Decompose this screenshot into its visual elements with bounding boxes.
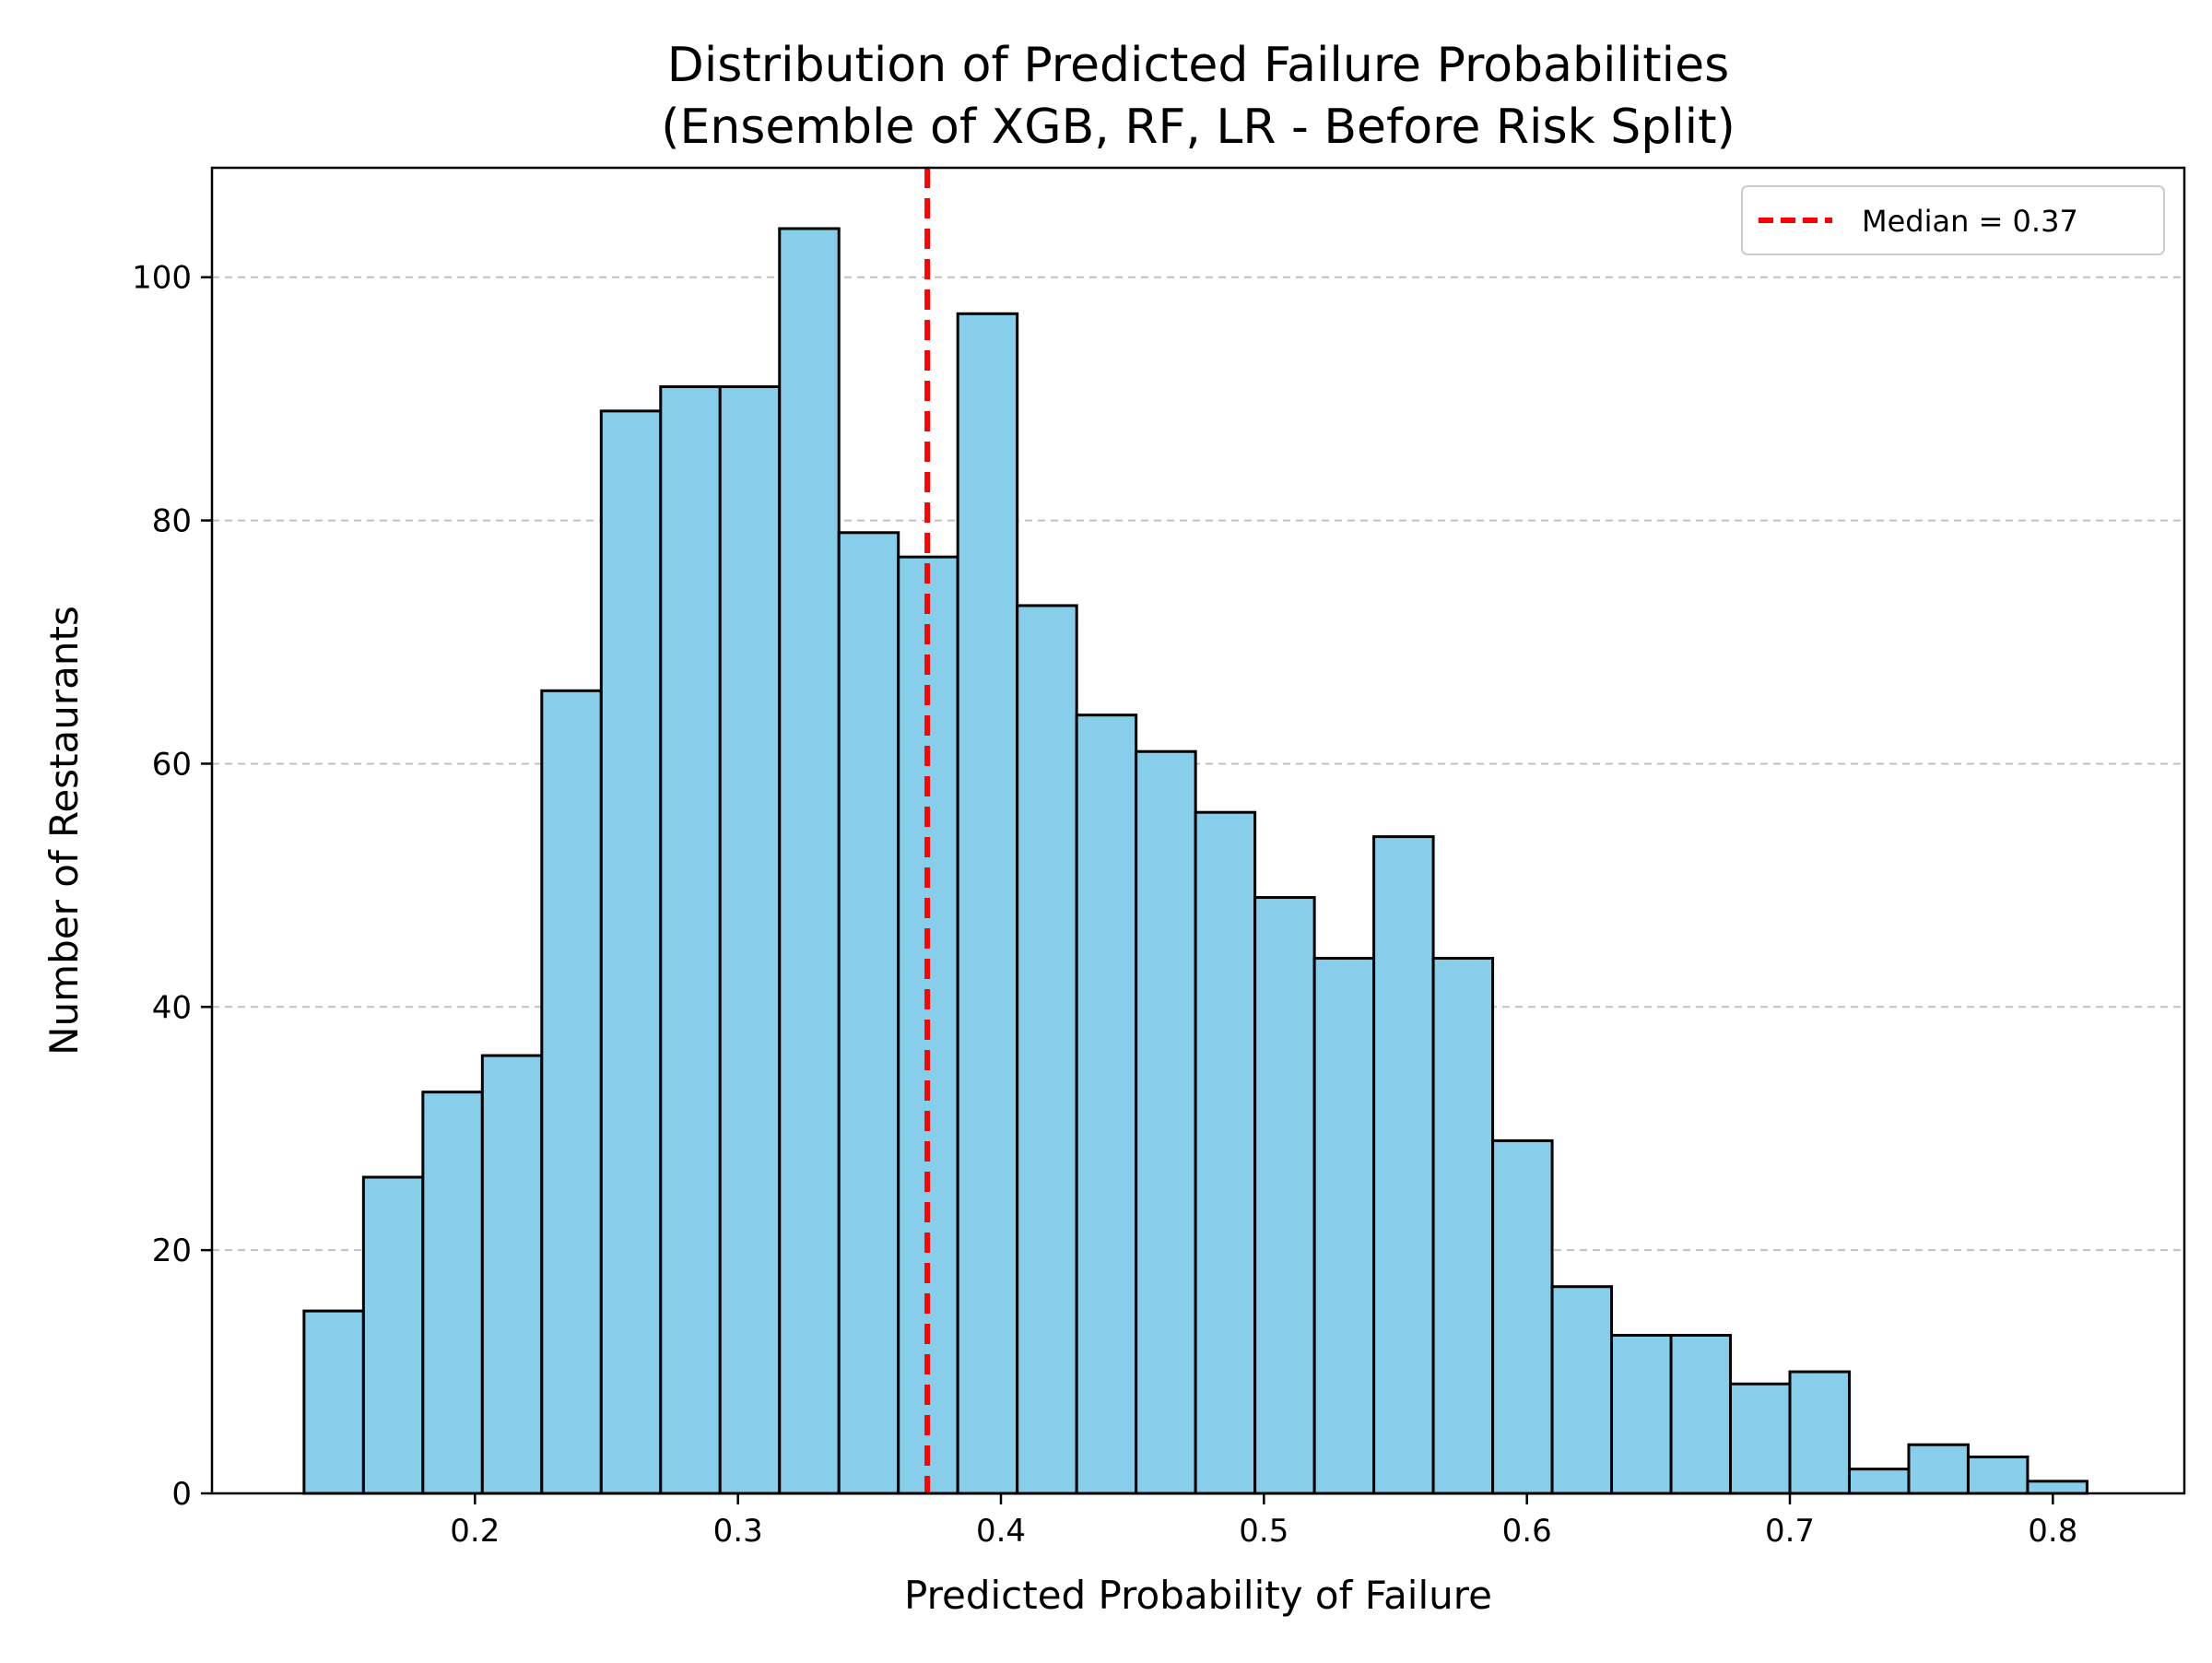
histogram-bar (1194, 810, 1257, 1495)
histogram-bar (599, 409, 663, 1495)
histogram-bar (1550, 1285, 1614, 1495)
y-tick-label: 40 (152, 989, 192, 1026)
y-tick-label: 80 (152, 503, 192, 540)
histogram-bar (956, 312, 1019, 1495)
histogram-bars (302, 227, 2088, 1495)
histogram-bar (1966, 1455, 2030, 1495)
histogram-bar (1729, 1382, 1792, 1495)
chart-title-line1: Distribution of Predicted Failure Probab… (667, 38, 1729, 93)
plot-frame (210, 166, 2186, 1495)
chart-title-line2: (Ensemble of XGB, RF, LR - Before Risk S… (661, 100, 1735, 155)
legend-median-label: Median = 0.37 (1862, 204, 2078, 239)
y-tick-label: 100 (132, 260, 192, 297)
histogram-bar (1431, 957, 1495, 1495)
x-tick-label: 0.7 (1765, 1513, 1815, 1550)
y-axis-label: Number of Restaurants (41, 606, 87, 1056)
histogram-bar (659, 384, 722, 1495)
histogram-bar (1610, 1333, 1673, 1495)
histogram-bar (837, 531, 900, 1495)
x-tick-label: 0.4 (976, 1513, 1026, 1550)
y-tick-label: 20 (152, 1233, 192, 1269)
histogram-bar (1016, 604, 1078, 1495)
histogram-bar (302, 1309, 365, 1495)
histogram-bar (1372, 835, 1435, 1495)
x-axis-label: Predicted Probability of Failure (904, 1573, 1492, 1618)
histogram-bar (778, 227, 841, 1495)
histogram-bar (1847, 1468, 1911, 1495)
histogram-bar (1312, 957, 1376, 1495)
histogram-bar (540, 689, 603, 1495)
legend: Median = 0.37 (1741, 185, 2165, 255)
histogram-bar (2026, 1480, 2088, 1495)
legend-box (1741, 185, 2165, 255)
x-tick-label: 0.2 (450, 1513, 500, 1550)
x-tick-label: 0.5 (1239, 1513, 1288, 1550)
x-tick-label: 0.8 (2028, 1513, 2077, 1550)
histogram-bar (1788, 1370, 1851, 1495)
histogram-bar (718, 384, 782, 1495)
histogram-bar (1907, 1443, 1970, 1495)
histogram-bar (480, 1054, 544, 1495)
x-axis-ticks: 0.2 0.3 0.4 0.5 0.6 0.7 0.8 (450, 1493, 2077, 1550)
histogram-bar (1669, 1333, 1733, 1495)
y-tick-label: 60 (152, 746, 192, 783)
x-tick-label: 0.6 (1502, 1513, 1552, 1550)
y-tick-label: 0 (171, 1476, 192, 1513)
histogram-bar (421, 1091, 484, 1495)
histogram-bar (1075, 714, 1138, 1495)
x-tick-label: 0.3 (713, 1513, 763, 1550)
histogram-bar (361, 1175, 425, 1495)
y-axis-ticks: 0 20 40 60 80 100 (132, 260, 212, 1513)
histogram-bar (1135, 749, 1197, 1495)
histogram-bar (1491, 1138, 1554, 1495)
histogram-bar (1253, 896, 1316, 1495)
